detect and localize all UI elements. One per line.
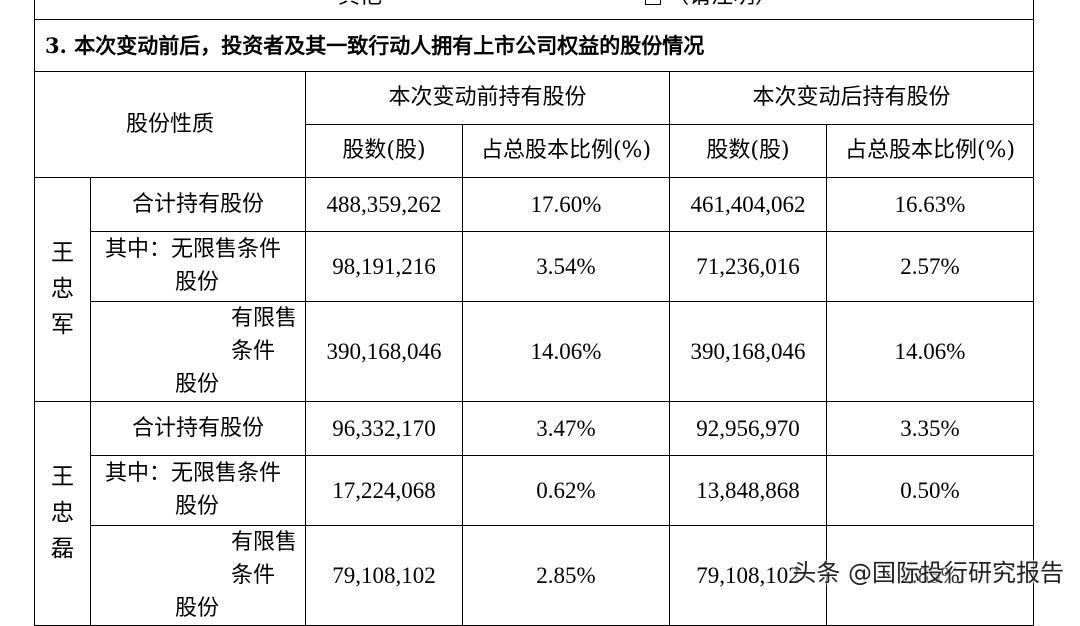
before-ratio-cell: 0.62%	[462, 454, 670, 526]
before-ratio-cell: 3.47%	[462, 400, 670, 456]
after-ratio-header: 占总股本比例(%)	[826, 123, 1034, 178]
before-shares-cell: 17,224,068	[305, 454, 463, 526]
before-ratio-cell: 14.06%	[462, 300, 670, 402]
before-shares-cell: 79,108,102	[305, 524, 463, 626]
after-shares-header: 股数(股)	[669, 123, 827, 178]
after-ratio-cell: 14.06%	[826, 300, 1034, 402]
table-row: 其中：无限售条件 股份 98,191,216 3.54% 71,236,016 …	[35, 230, 1034, 302]
row-label-line: 股份	[175, 494, 220, 519]
before-change-header: 本次变动前持有股份	[305, 70, 670, 125]
before-ratio-cell: 3.54%	[462, 230, 670, 302]
header-row-groups: 股份性质 本次变动前持有股份 本次变动后持有股份	[34, 70, 1034, 178]
row-label: 其中：无限售条件 股份	[90, 454, 306, 526]
after-shares-cell: 71,236,016	[669, 230, 827, 302]
before-shares-cell: 96,332,170	[305, 400, 463, 456]
before-shares-cell: 488,359,262	[305, 176, 463, 232]
before-ratio-cell: 17.60%	[462, 176, 670, 232]
table-row: 有限售条件 股份 390,168,046 14.06% 390,168,046 …	[35, 300, 1034, 402]
please-specify-text: （请注明）	[667, 0, 777, 9]
before-shares-cell: 98,191,216	[305, 230, 463, 302]
row-label-line: 合计持有股份	[131, 191, 264, 217]
holder-name-cell: 王 忠 磊	[34, 400, 91, 626]
row-label: 有限售条件 股份	[90, 300, 306, 402]
holder-name-cell: 王 忠 军	[34, 176, 91, 402]
before-shares-header: 股数(股)	[305, 123, 463, 178]
row-label-line: 有限售条件	[231, 529, 298, 588]
before-ratio-header: 占总股本比例(%)	[462, 123, 670, 178]
table-row: 王 忠 磊 合计持有股份 96,332,170 3.47% 92,956,970…	[34, 400, 1034, 626]
other-label-fragment: 其他	[338, 0, 382, 12]
equity-change-table: 3. 本次变动前后，投资者及其一致行动人拥有上市公司权益的股份情况 股份性质 本…	[34, 0, 1034, 626]
table-row: 王 忠 军 合计持有股份 488,359,262 17.60% 461,404,…	[34, 176, 1034, 402]
row-label: 其中：无限售条件 股份	[90, 230, 306, 302]
holder-name-char: 忠	[51, 500, 74, 526]
row-label: 合计持有股份	[90, 176, 306, 232]
after-shares-cell: 461,404,062	[669, 176, 827, 232]
after-ratio-cell: 16.63%	[826, 176, 1034, 232]
row-label-line: 股份	[175, 595, 220, 621]
after-shares-cell: 390,168,046	[669, 300, 827, 402]
watermark: 头条 @国际投行研究报告	[792, 559, 1064, 587]
holder-name-char: 王	[51, 240, 74, 266]
after-ratio-cell: 0.50%	[826, 454, 1034, 526]
row-label: 合计持有股份	[90, 400, 306, 456]
after-shares-cell: 13,848,868	[669, 454, 827, 526]
before-shares-cell: 390,168,046	[305, 300, 463, 402]
row-label-line: 其中：无限售条件	[105, 237, 282, 262]
after-ratio-cell: 3.35%	[826, 400, 1034, 456]
after-shares-cell: 92,956,970	[669, 400, 827, 456]
holder-name-char: 忠	[51, 276, 74, 302]
holder-name-char: 军	[51, 312, 74, 338]
row-label-line: 有限售条件	[231, 305, 298, 364]
share-nature-header: 股份性质	[34, 70, 306, 178]
row-label-line: 其中：无限售条件	[105, 461, 282, 486]
holder-name-char: 王	[51, 464, 74, 490]
previous-row-fragment	[34, 0, 1034, 20]
row-label: 有限售条件 股份	[90, 524, 306, 626]
section-title: 3. 本次变动前后，投资者及其一致行动人拥有上市公司权益的股份情况	[34, 18, 1034, 72]
holder-name-char: 磊	[51, 536, 74, 562]
after-ratio-cell: 2.57%	[826, 230, 1034, 302]
please-specify-fragment: （请注明）	[645, 0, 777, 12]
after-change-header: 本次变动后持有股份	[669, 70, 1034, 125]
section-title-row: 3. 本次变动前后，投资者及其一致行动人拥有上市公司权益的股份情况	[34, 18, 1034, 72]
row-label-line: 合计持有股份	[131, 415, 264, 441]
row-label-line: 股份	[175, 270, 220, 295]
table-row: 其中：无限售条件 股份 17,224,068 0.62% 13,848,868 …	[35, 454, 1034, 526]
checkbox-icon	[645, 0, 661, 5]
row-label-line: 股份	[175, 371, 220, 397]
before-ratio-cell: 2.85%	[462, 524, 670, 626]
